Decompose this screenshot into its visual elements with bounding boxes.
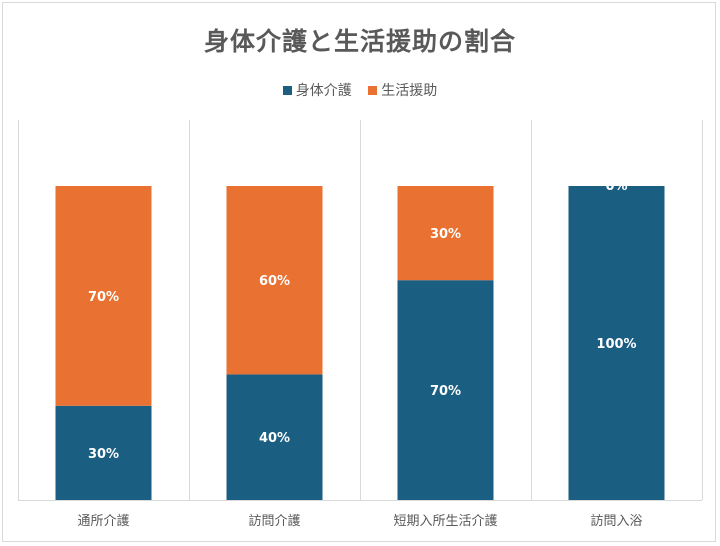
- category-label-1: 訪問介護: [248, 513, 300, 529]
- legend-swatch-life-support: [368, 86, 378, 95]
- data-label-life-support-0: 70%: [88, 290, 119, 305]
- data-label-physical-care-3: 100%: [596, 337, 636, 352]
- bar-life-support-1: [226, 186, 323, 375]
- category-label-0: 通所介護: [77, 513, 129, 529]
- chart-title: 身体介護と生活援助の割合: [203, 27, 516, 56]
- legend-item-life-support: 生活援助: [368, 80, 437, 100]
- data-label-physical-care-2: 70%: [430, 384, 461, 399]
- bar-physical-care-2: [397, 280, 494, 500]
- category-label-2: 短期入所生活介護: [393, 513, 497, 529]
- bar-life-support-2: [397, 186, 494, 281]
- data-label-physical-care-1: 40%: [259, 431, 290, 446]
- data-label-life-support-1: 60%: [259, 274, 290, 289]
- data-label-life-support-3: 0%: [605, 179, 627, 194]
- bar-physical-care-3: [568, 186, 665, 500]
- chart-legend: 身体介護 生活援助: [0, 80, 720, 100]
- legend-swatch-physical-care: [282, 86, 292, 95]
- bar-physical-care-0: [55, 405, 152, 500]
- legend-label-life-support: 生活援助: [381, 83, 438, 99]
- data-label-physical-care-0: 30%: [88, 447, 119, 462]
- legend-item-physical-care: 身体介護: [282, 80, 352, 100]
- legend-label-physical-care: 身体介護: [295, 83, 352, 99]
- data-label-life-support-2: 30%: [430, 227, 461, 242]
- bar-physical-care-1: [226, 374, 323, 500]
- bar-life-support-0: [55, 186, 152, 406]
- category-label-3: 訪問入浴: [590, 513, 642, 529]
